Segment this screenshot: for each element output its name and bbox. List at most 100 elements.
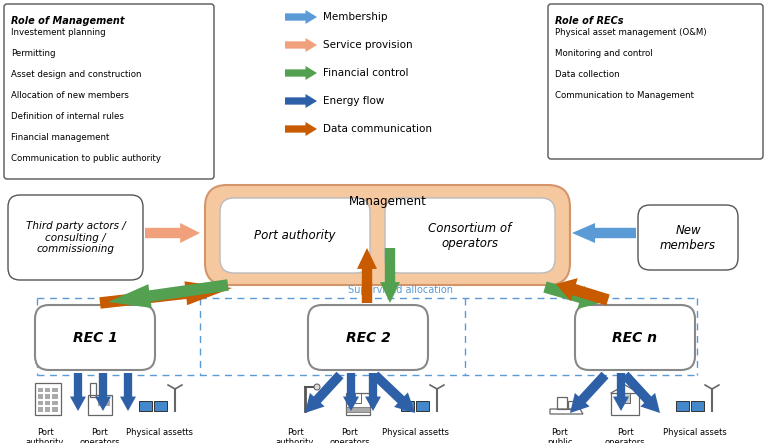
- Bar: [45, 407, 50, 412]
- Polygon shape: [544, 281, 600, 309]
- Bar: [620, 393, 630, 403]
- Polygon shape: [285, 122, 317, 136]
- Text: Role of RECs: Role of RECs: [555, 16, 624, 26]
- Polygon shape: [145, 223, 200, 243]
- Text: Data communication: Data communication: [323, 124, 432, 134]
- Text: Port authority: Port authority: [254, 229, 336, 242]
- Text: Permitting: Permitting: [11, 49, 55, 58]
- Polygon shape: [285, 66, 317, 80]
- Text: Definition of internal rules: Definition of internal rules: [11, 112, 124, 121]
- Text: Financial management: Financial management: [11, 133, 109, 142]
- Bar: [416, 401, 429, 411]
- Bar: [52, 407, 58, 412]
- Bar: [676, 401, 689, 411]
- Text: Service provision: Service provision: [323, 40, 412, 50]
- FancyBboxPatch shape: [220, 198, 370, 273]
- Polygon shape: [572, 223, 636, 243]
- Bar: [38, 400, 43, 405]
- Bar: [139, 401, 152, 411]
- Polygon shape: [120, 373, 136, 411]
- Polygon shape: [285, 38, 317, 52]
- Text: Physical assetts: Physical assetts: [127, 428, 194, 437]
- Circle shape: [314, 384, 320, 390]
- Text: Communication to public authority: Communication to public authority: [11, 154, 161, 163]
- Text: Supervised allocation: Supervised allocation: [348, 285, 453, 295]
- Text: Physical asset management (O&M): Physical asset management (O&M): [555, 28, 707, 37]
- Text: Port
public
services: Port public services: [543, 428, 578, 443]
- Bar: [52, 400, 58, 405]
- Text: Financial control: Financial control: [323, 68, 409, 78]
- Text: Allocation of new members: Allocation of new members: [11, 91, 129, 100]
- Polygon shape: [343, 373, 359, 411]
- Bar: [346, 393, 370, 415]
- FancyBboxPatch shape: [308, 305, 428, 370]
- FancyBboxPatch shape: [575, 305, 695, 370]
- Polygon shape: [556, 278, 610, 306]
- Text: Port
operators: Port operators: [329, 428, 370, 443]
- Bar: [38, 394, 43, 399]
- Polygon shape: [621, 372, 660, 413]
- Bar: [45, 388, 50, 392]
- Text: New
members: New members: [660, 224, 716, 252]
- Text: Monitoring and control: Monitoring and control: [555, 49, 653, 58]
- Polygon shape: [95, 373, 111, 411]
- Text: Third party actors /
consulting /
commissioning: Third party actors / consulting / commis…: [25, 221, 125, 254]
- Bar: [105, 400, 110, 406]
- Text: Port
operators: Port operators: [80, 428, 121, 443]
- FancyBboxPatch shape: [385, 198, 555, 273]
- Text: REC 2: REC 2: [346, 330, 390, 345]
- Text: Communication to Management: Communication to Management: [555, 91, 694, 100]
- Bar: [346, 407, 370, 412]
- Bar: [45, 394, 50, 399]
- Text: REC n: REC n: [613, 330, 657, 345]
- Text: Asset design and construction: Asset design and construction: [11, 70, 141, 79]
- Text: Investement planning: Investement planning: [11, 28, 106, 37]
- Polygon shape: [372, 372, 415, 413]
- FancyBboxPatch shape: [638, 205, 738, 270]
- Polygon shape: [285, 94, 317, 108]
- Bar: [557, 397, 567, 409]
- Polygon shape: [99, 281, 232, 309]
- Text: REC 1: REC 1: [73, 330, 118, 345]
- Bar: [45, 400, 50, 405]
- Bar: [355, 393, 361, 403]
- FancyBboxPatch shape: [205, 185, 570, 285]
- Text: Port
authority: Port authority: [26, 428, 65, 443]
- Bar: [568, 401, 576, 409]
- Bar: [52, 388, 58, 392]
- Bar: [154, 401, 167, 411]
- Bar: [38, 388, 43, 392]
- FancyBboxPatch shape: [548, 4, 763, 159]
- Text: Energy flow: Energy flow: [323, 96, 384, 106]
- Polygon shape: [108, 279, 229, 308]
- Polygon shape: [305, 372, 343, 413]
- Text: Physical assetts: Physical assetts: [382, 428, 449, 437]
- Bar: [691, 401, 704, 411]
- Bar: [52, 394, 58, 399]
- Polygon shape: [380, 248, 400, 303]
- Polygon shape: [357, 248, 377, 303]
- Bar: [90, 383, 96, 397]
- Text: Port
authority: Port authority: [276, 428, 314, 443]
- Text: Port
operators: Port operators: [604, 428, 645, 443]
- Bar: [611, 393, 639, 415]
- FancyBboxPatch shape: [4, 4, 214, 179]
- Bar: [401, 401, 414, 411]
- FancyBboxPatch shape: [8, 195, 143, 280]
- Bar: [98, 400, 103, 406]
- Text: Physical assets: Physical assets: [663, 428, 727, 437]
- Text: Data collection: Data collection: [555, 70, 620, 79]
- Text: Management: Management: [349, 195, 426, 208]
- Polygon shape: [70, 373, 86, 411]
- Polygon shape: [570, 372, 608, 413]
- Polygon shape: [365, 373, 381, 411]
- Bar: [38, 407, 43, 412]
- Polygon shape: [613, 373, 629, 411]
- Text: Membership: Membership: [323, 12, 388, 22]
- Bar: [88, 395, 112, 415]
- Polygon shape: [285, 10, 317, 24]
- Text: Role of Management: Role of Management: [11, 16, 124, 26]
- Bar: [35, 383, 61, 415]
- FancyBboxPatch shape: [35, 305, 155, 370]
- Text: Consortium of
operators: Consortium of operators: [429, 222, 511, 249]
